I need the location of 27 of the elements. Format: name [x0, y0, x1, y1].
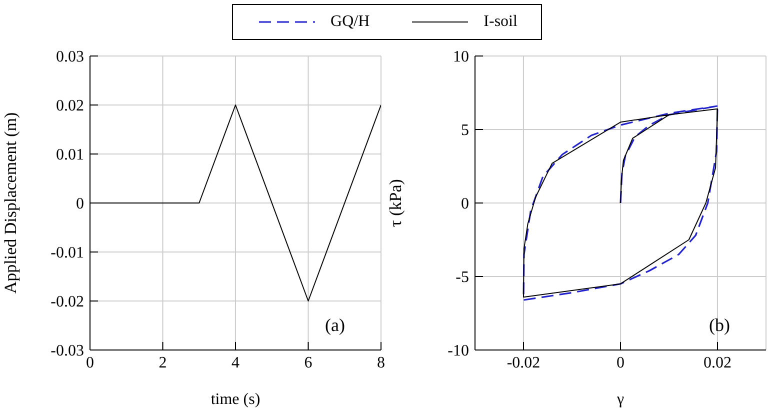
y-tick-label: 5 [461, 122, 469, 140]
x-tick-label: 0 [616, 354, 624, 372]
y-tick-label: 0 [76, 196, 84, 213]
y-tick-label: 0.03 [56, 48, 84, 66]
x-tick-label: 2 [158, 354, 167, 372]
legend-label: GQ/H [330, 13, 370, 31]
x-tick-label: -0.02 [506, 354, 540, 372]
x-tick-label: 6 [304, 354, 312, 372]
y-axis-title: τ (kPa) [386, 179, 406, 227]
x-tick-label: 4 [232, 354, 240, 372]
x-axis-title: time (s) [210, 391, 260, 408]
y-axis-title: Applied Displacement (m) [1, 112, 20, 294]
x-tick-label: 8 [377, 354, 385, 372]
y-tick-label: -5 [456, 269, 469, 286]
y-tick-label: -0.02 [50, 294, 84, 311]
legend-label: I-soil [484, 13, 518, 31]
y-tick-label: -0.01 [50, 244, 84, 262]
y-tick-label: 10 [453, 48, 469, 66]
y-tick-label: 0 [461, 196, 469, 213]
annotation: (b) [709, 315, 730, 336]
annotation: (a) [325, 315, 345, 336]
y-tick-label: -0.03 [50, 342, 84, 360]
y-tick-label: -10 [448, 342, 469, 360]
y-tick-label: 0.02 [56, 98, 84, 115]
x-axis-title: γ [616, 391, 624, 408]
y-tick-label: 0.01 [56, 146, 84, 164]
x-tick-label: 0.02 [704, 354, 732, 372]
